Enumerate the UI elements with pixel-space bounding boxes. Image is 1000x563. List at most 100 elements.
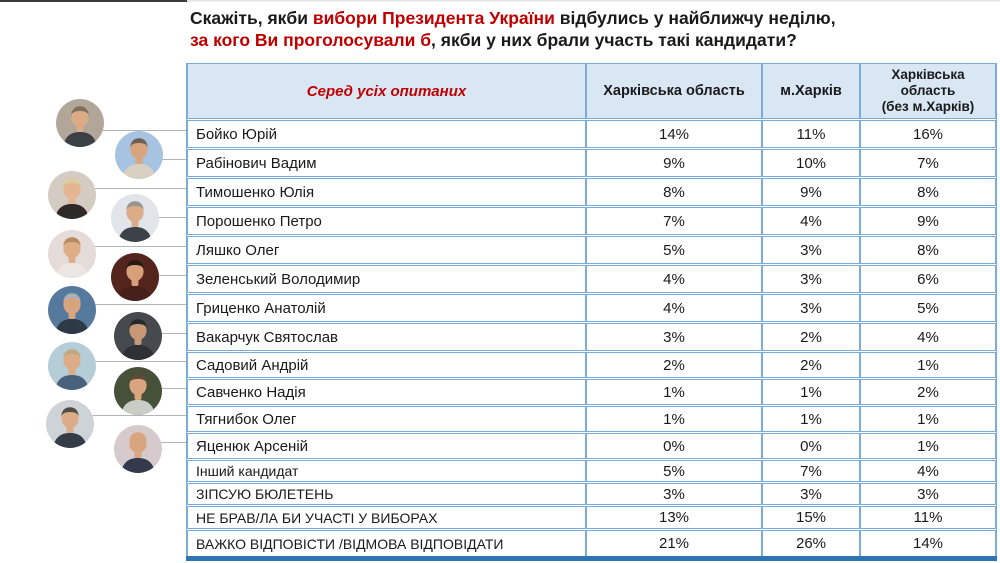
avatar-sadovyi xyxy=(48,342,96,390)
value-cell: 7% xyxy=(585,208,761,234)
value-cell: 1% xyxy=(761,380,859,404)
photo-tymoshenko xyxy=(48,171,96,219)
candidate-name-cell: Яценюк Арсеній xyxy=(188,434,585,458)
value-cell: 11% xyxy=(761,121,859,147)
candidate-name: Тягнибок Олег xyxy=(196,410,297,428)
value-cell: 0% xyxy=(585,434,761,458)
value-cell: 0% xyxy=(761,434,859,458)
value-cell: 2% xyxy=(585,353,761,377)
photo-lyashko xyxy=(48,230,96,278)
poll-results-table: Серед усіх опитаних Харківська область м… xyxy=(186,63,997,558)
value-cell: 5% xyxy=(585,237,761,263)
value-cell: 13% xyxy=(585,507,761,528)
percent-value: 4% xyxy=(800,212,822,230)
avatar-hrytsenko xyxy=(48,286,96,334)
percent-value: 7% xyxy=(663,212,685,230)
value-cell: 9% xyxy=(761,179,859,205)
percent-value: 9% xyxy=(800,183,822,201)
percent-value: 8% xyxy=(663,183,685,201)
percent-value: 13% xyxy=(658,509,690,526)
percent-value: 1% xyxy=(800,383,822,401)
percent-value: 9% xyxy=(663,154,685,172)
candidate-name-cell: ВАЖКО ВІДПОВІСТИ /ВІДМОВА ВІДПОВІДАТИ xyxy=(188,531,585,556)
table-row: Яценюк Арсеній 0% 0% 1% xyxy=(187,433,996,459)
candidate-name: Яценюк Арсеній xyxy=(196,437,309,455)
candidate-name-cell: Вакарчук Святослав xyxy=(188,324,585,350)
avatar-rabinovych xyxy=(115,131,163,179)
percent-value: 6% xyxy=(917,270,939,288)
candidate-name: Зеленський Володимир xyxy=(196,270,361,288)
question-title: Скажіть, якби вибори Президента України … xyxy=(190,7,995,51)
photo-hrytsenko xyxy=(48,286,96,334)
avatar-yatsenyuk xyxy=(114,425,162,473)
percent-value: 1% xyxy=(663,410,685,428)
title-segment: вибори Президента України xyxy=(312,8,555,28)
candidate-name-cell: ЗІПСУЮ БЮЛЕТЕНЬ xyxy=(188,484,585,504)
title-segment: , якби у них брали участь такі кандидати… xyxy=(431,30,797,50)
candidate-name: Бойко Юрій xyxy=(196,125,278,143)
percent-value: 14% xyxy=(658,125,690,143)
value-cell: 1% xyxy=(859,407,995,431)
candidate-name-cell: Савченко Надія xyxy=(188,380,585,404)
percent-value: 2% xyxy=(917,383,939,401)
candidate-name: Вакарчук Святослав xyxy=(196,328,339,346)
value-cell: 14% xyxy=(585,121,761,147)
table-row: Вакарчук Святослав 3% 2% 4% xyxy=(187,323,996,351)
value-cell: 3% xyxy=(761,484,859,504)
candidate-name: Гриценко Анатолій xyxy=(196,299,326,317)
avatar-lyashko xyxy=(48,230,96,278)
value-cell: 4% xyxy=(859,324,995,350)
value-cell: 16% xyxy=(859,121,995,147)
value-cell: 4% xyxy=(585,266,761,292)
table-row: Бойко Юрій 14% 11% 16% xyxy=(187,120,996,148)
value-cell: 1% xyxy=(761,407,859,431)
photo-rabinovych xyxy=(115,131,163,179)
page-top-dark-edge xyxy=(0,0,187,2)
percent-value: 0% xyxy=(800,437,822,455)
header-cell-kharkiv-city: м.Харків xyxy=(761,64,859,118)
percent-value: 4% xyxy=(917,328,939,346)
photo-yatsenyuk xyxy=(114,425,162,473)
avatar-vakarchuk xyxy=(114,312,162,360)
connector-line xyxy=(90,188,187,189)
value-cell: 3% xyxy=(585,324,761,350)
photo-savchenko xyxy=(114,367,162,415)
avatar-boyko xyxy=(56,99,104,147)
table-row: Інший кандидат 5% 7% 4% xyxy=(187,460,996,482)
candidate-name-cell: Порошенко Петро xyxy=(188,208,585,234)
table-row: Ляшко Олег 5% 3% 8% xyxy=(187,236,996,264)
value-cell: 3% xyxy=(585,484,761,504)
table-row: НЕ БРАВ/ЛА БИ УЧАСТІ У ВИБОРАХ 13% 15% 11% xyxy=(187,506,996,529)
percent-value: 15% xyxy=(795,509,827,526)
connector-line xyxy=(88,415,187,416)
table-row: Гриценко Анатолій 4% 3% 5% xyxy=(187,294,996,322)
value-cell: 3% xyxy=(859,484,995,504)
percent-value: 4% xyxy=(917,462,939,480)
value-cell: 8% xyxy=(585,179,761,205)
value-cell: 1% xyxy=(859,434,995,458)
connector-line xyxy=(156,333,187,334)
candidate-name-cell: Садовий Андрій xyxy=(188,353,585,377)
connector-line xyxy=(153,217,187,218)
avatar-tyahnybok xyxy=(46,400,94,448)
percent-value: 26% xyxy=(795,535,827,552)
table-row: ВАЖКО ВІДПОВІСТИ /ВІДМОВА ВІДПОВІДАТИ 21%… xyxy=(187,530,996,557)
candidate-name: Рабінович Вадим xyxy=(196,154,317,172)
value-cell: 6% xyxy=(859,266,995,292)
value-cell: 7% xyxy=(859,150,995,176)
table-row: Тягнибок Олег 1% 1% 1% xyxy=(187,406,996,432)
percent-value: 3% xyxy=(663,485,685,503)
value-cell: 4% xyxy=(761,208,859,234)
percent-value: 9% xyxy=(917,212,939,230)
percent-value: 5% xyxy=(663,462,685,480)
header-cell-respondents: Серед усіх опитаних xyxy=(306,82,467,100)
value-cell: 1% xyxy=(585,380,761,404)
avatar-tymoshenko xyxy=(48,171,96,219)
candidate-name-cell: НЕ БРАВ/ЛА БИ УЧАСТІ У ВИБОРАХ xyxy=(188,507,585,528)
value-cell: 21% xyxy=(585,531,761,556)
table-row: Зеленський Володимир 4% 3% 6% xyxy=(187,265,996,293)
connector-line xyxy=(98,130,187,131)
value-cell: 2% xyxy=(761,324,859,350)
candidate-name: Садовий Андрій xyxy=(196,356,309,374)
